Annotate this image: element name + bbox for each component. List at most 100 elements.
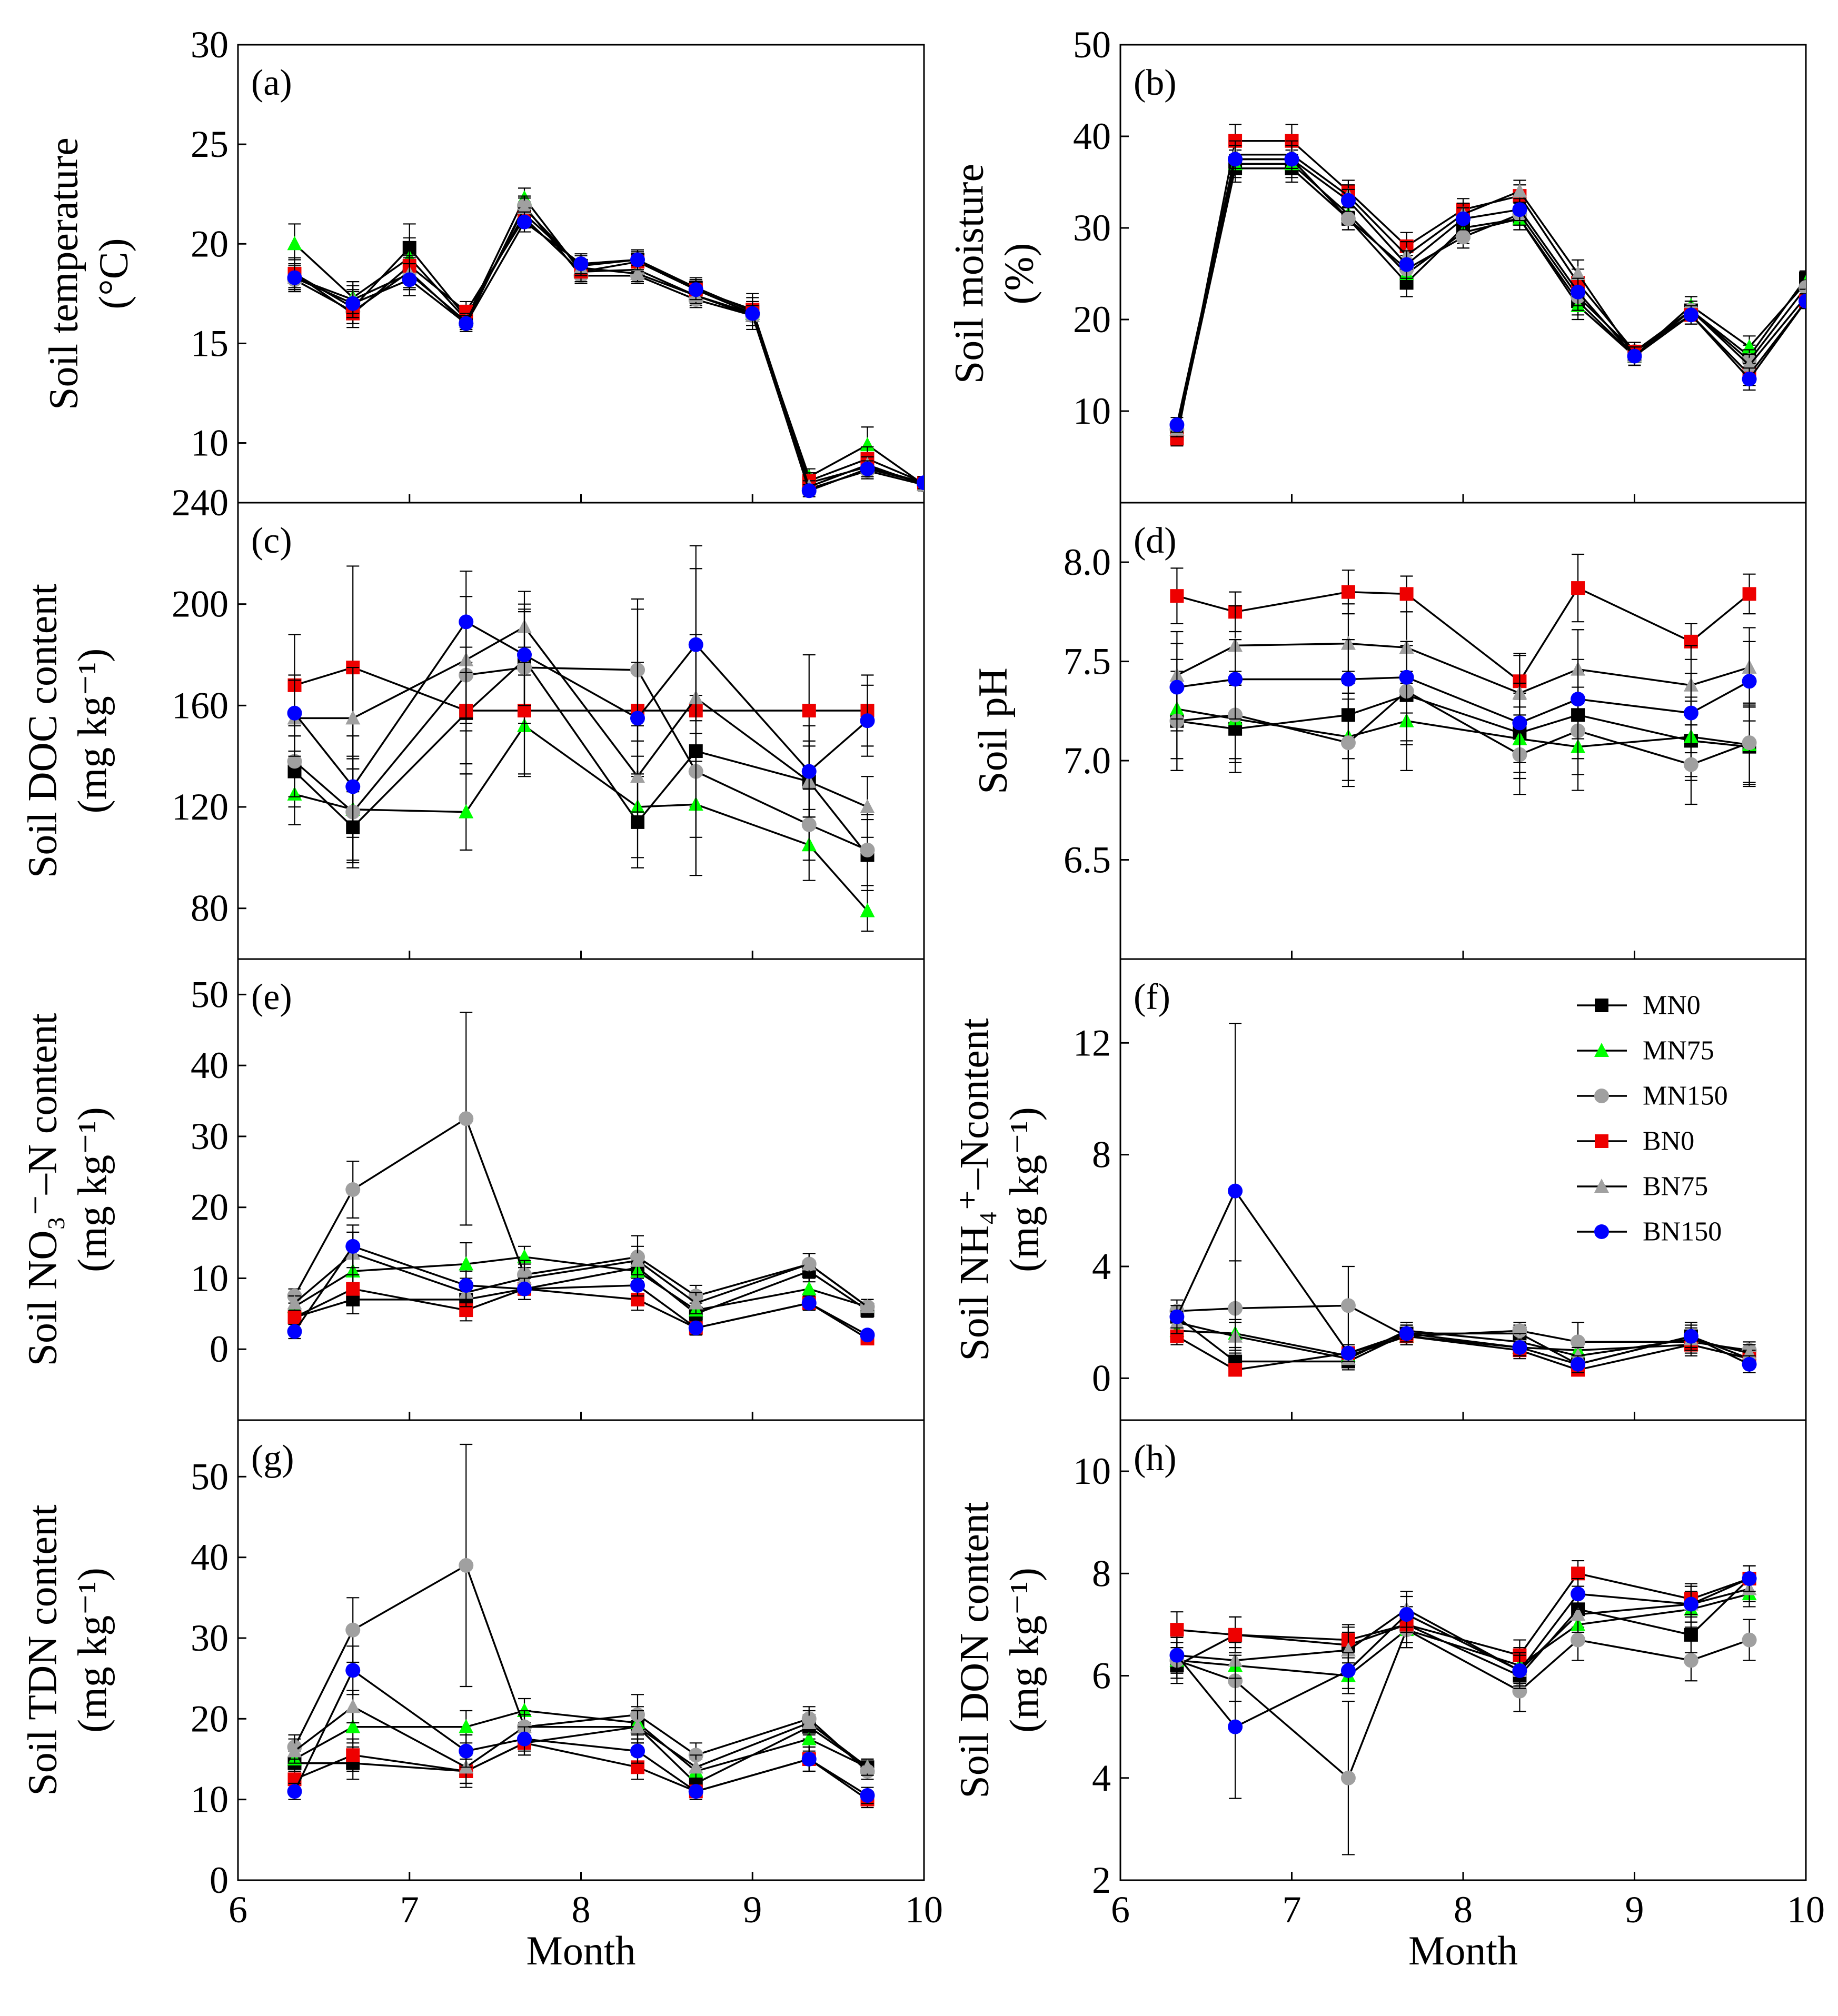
series-line xyxy=(1176,154,1806,430)
series-mn0 xyxy=(1170,645,1756,787)
data-point xyxy=(1512,183,1527,198)
legend: MN0 MN75 MN150 BN0 BN75 BN150 xyxy=(1577,991,1728,1247)
series-line xyxy=(1176,1628,1750,1780)
series-line xyxy=(293,1564,868,1772)
y-axis-title: Soil moisture xyxy=(946,164,992,384)
data-point xyxy=(1742,587,1756,601)
data-point xyxy=(860,842,875,857)
series-bn75 xyxy=(1169,1310,1757,1368)
series-line xyxy=(294,204,924,490)
data-point xyxy=(459,1111,474,1126)
series-bn150 xyxy=(287,568,875,838)
x-tick-label: 8 xyxy=(1454,1889,1473,1931)
data-point xyxy=(517,1270,532,1285)
series-line xyxy=(294,1252,868,1308)
data-point xyxy=(1169,1648,1185,1663)
y-tick-label: 10 xyxy=(191,422,228,464)
series-bn0 xyxy=(287,1274,875,1346)
data-point xyxy=(1228,152,1243,167)
data-point xyxy=(802,703,816,717)
data-point xyxy=(345,1719,361,1733)
y-tick-label: 120 xyxy=(172,786,228,828)
data-point xyxy=(1683,705,1698,721)
data-point xyxy=(1170,589,1184,603)
y-tick-label: 0 xyxy=(1092,1357,1111,1399)
y-tick-label: 4 xyxy=(1092,1757,1111,1799)
data-point xyxy=(1512,202,1527,217)
x-tick-label: 6 xyxy=(228,1889,247,1931)
data-point xyxy=(860,1788,875,1803)
y-axis-unit: (mg kg⁻¹) xyxy=(69,1568,115,1733)
series-bn0 xyxy=(287,545,875,876)
data-point xyxy=(1571,1632,1586,1648)
data-point xyxy=(801,1281,817,1295)
legend-label: MN0 xyxy=(1643,991,1701,1021)
series-bn0 xyxy=(1170,124,1806,447)
series-line xyxy=(294,1266,868,1319)
legend-label: MN75 xyxy=(1643,1036,1714,1066)
y-tick-label: 25 xyxy=(191,123,228,165)
series-bn75 xyxy=(1169,140,1806,437)
data-point xyxy=(402,272,417,287)
legend-item-mn150: MN150 xyxy=(1577,1081,1728,1111)
data-point xyxy=(630,1252,645,1267)
y-tick-label: 10 xyxy=(191,1779,228,1821)
series-line xyxy=(293,1117,868,1308)
y-axis-unit: (mg kg⁻¹) xyxy=(69,648,115,814)
series-bn75 xyxy=(287,591,875,838)
data-point xyxy=(517,1281,532,1296)
data-point xyxy=(688,637,703,652)
series-line xyxy=(294,625,868,808)
data-point xyxy=(630,711,645,726)
data-point xyxy=(688,282,703,297)
data-point xyxy=(630,1743,645,1759)
series-bn0 xyxy=(287,207,924,490)
legend-marker xyxy=(1594,1043,1609,1057)
data-point xyxy=(1340,211,1356,226)
data-point xyxy=(1683,1653,1698,1668)
series-bn75 xyxy=(1169,1575,1757,1689)
y-axis-unit: (%) xyxy=(996,243,1042,305)
data-point xyxy=(1512,1683,1527,1699)
panel-label: (a) xyxy=(251,63,292,103)
y-tick-label: 2 xyxy=(1092,1859,1111,1901)
series-line xyxy=(1176,1189,1750,1365)
data-point xyxy=(1571,1586,1586,1602)
data-point xyxy=(287,705,302,721)
series-line xyxy=(294,1725,868,1785)
y-axis-unit: (mg kg⁻¹) xyxy=(69,1107,115,1272)
data-point xyxy=(688,1759,703,1774)
data-point xyxy=(1799,294,1806,309)
y-tick-label: 30 xyxy=(191,1617,228,1659)
data-point xyxy=(1341,585,1355,599)
series-line xyxy=(1176,139,1806,439)
data-point xyxy=(630,1278,645,1293)
data-point xyxy=(1683,1596,1698,1612)
data-point xyxy=(1169,417,1185,433)
data-point xyxy=(801,1731,817,1745)
series-bn0 xyxy=(287,1730,875,1809)
data-point xyxy=(517,647,532,662)
series-mn0 xyxy=(287,1710,875,1797)
data-point xyxy=(1742,674,1757,689)
series-line xyxy=(294,1245,868,1336)
panel-label: (h) xyxy=(1134,1438,1177,1479)
data-point xyxy=(860,903,875,917)
data-point xyxy=(345,1239,361,1254)
series-line xyxy=(294,196,924,486)
data-point xyxy=(688,1320,703,1335)
x-tick-label: 9 xyxy=(743,1889,762,1931)
y-tick-label: 8 xyxy=(1092,1552,1111,1594)
series-bn75 xyxy=(287,197,924,494)
series-line xyxy=(1177,1588,1750,1672)
data-point xyxy=(287,1324,302,1339)
data-point xyxy=(801,817,817,832)
data-point xyxy=(1340,1298,1356,1313)
panel-label: (c) xyxy=(251,521,292,561)
series-bn75 xyxy=(287,1231,875,1314)
x-axis-title: Month xyxy=(1408,1928,1518,1973)
data-point xyxy=(1571,1606,1586,1621)
series-line xyxy=(1176,1335,1750,1371)
data-point xyxy=(801,483,817,498)
series-bn150 xyxy=(1169,1023,1757,1373)
